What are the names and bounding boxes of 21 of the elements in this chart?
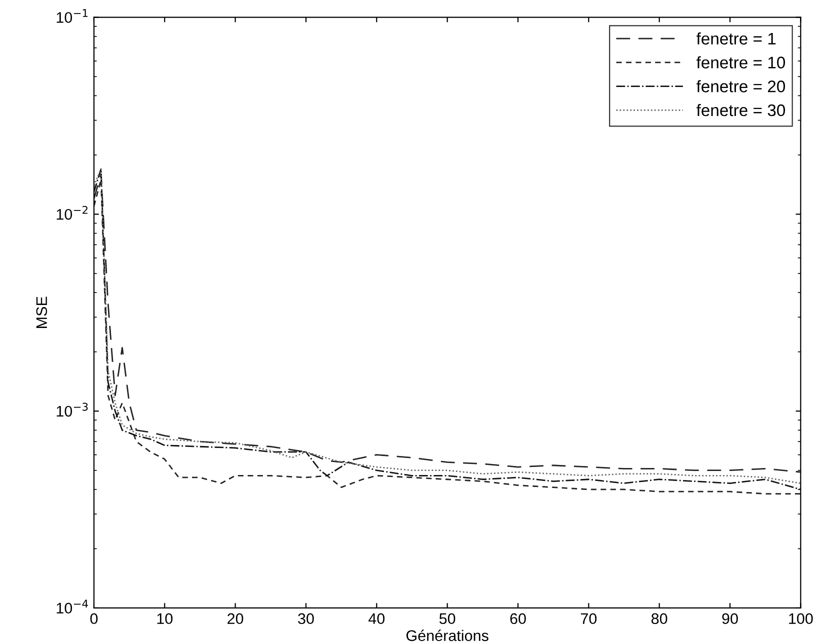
legend-label: fenetre = 1 bbox=[696, 32, 776, 45]
x-tick-label: 0 bbox=[90, 613, 98, 624]
x-tick-label: 30 bbox=[298, 613, 314, 624]
y-tick-label: 10$^{−3}$ bbox=[56, 402, 88, 417]
x-tick-label: 10 bbox=[157, 613, 173, 624]
y-tick-label: 10$^{−1}$ bbox=[56, 9, 88, 23]
y-tick-label: 10$^{−2}$ bbox=[56, 206, 88, 220]
x-tick-label: 20 bbox=[228, 613, 244, 624]
legend-label: fenetre = 20 bbox=[696, 80, 786, 92]
legend-label: fenetre = 30 bbox=[696, 104, 786, 116]
x-tick-label: 70 bbox=[580, 613, 597, 624]
x-tick-label: 60 bbox=[510, 613, 526, 624]
x-axis-title: Générations bbox=[406, 630, 488, 642]
y-axis-title: MSE bbox=[36, 296, 48, 328]
x-tick-label: 80 bbox=[651, 613, 668, 624]
x-tick-label: 90 bbox=[722, 613, 738, 624]
legend-label: fenetre = 10 bbox=[696, 56, 786, 68]
x-tick-label: 40 bbox=[368, 613, 385, 624]
x-tick-label: 100 bbox=[789, 613, 813, 624]
y-tick-label: 10$^{−4}$ bbox=[56, 600, 88, 614]
x-tick-label: 50 bbox=[439, 613, 456, 624]
